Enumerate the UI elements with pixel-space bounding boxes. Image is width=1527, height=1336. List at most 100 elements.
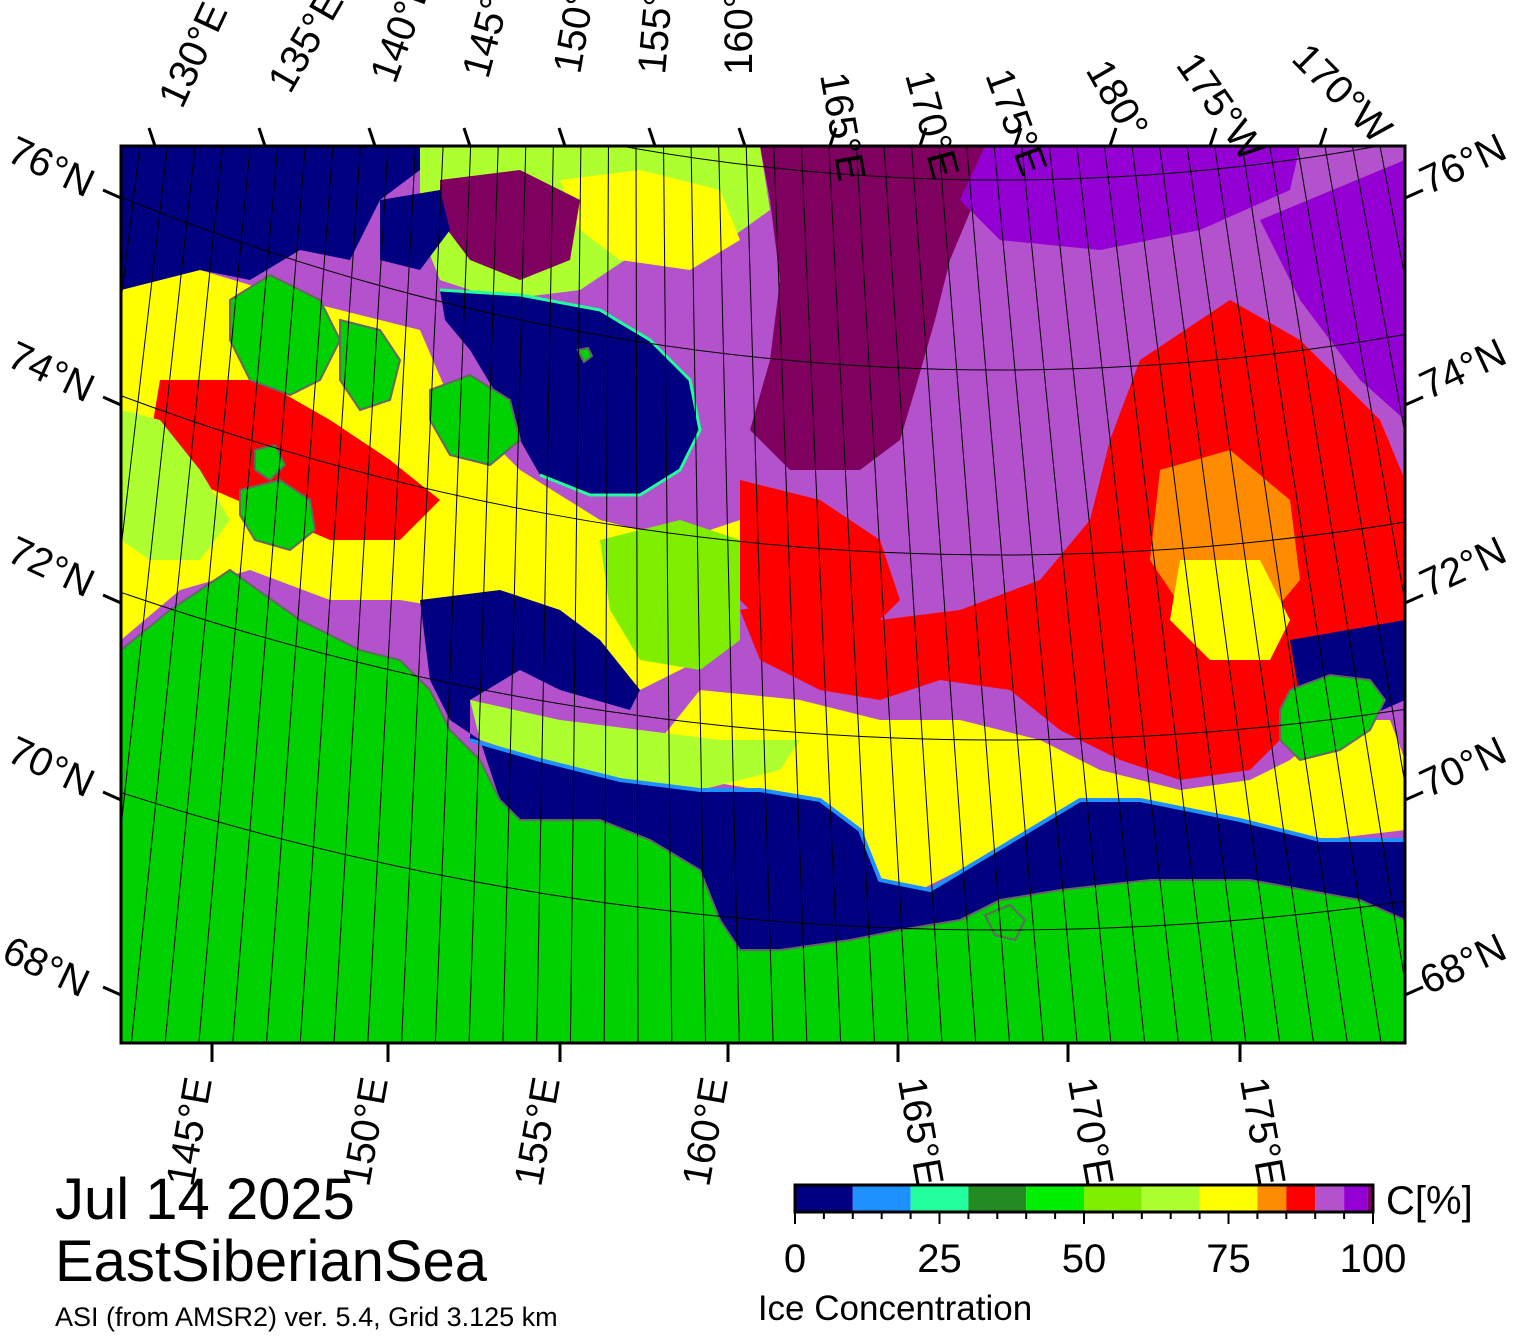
new-siberian-island-faddeyevsky bbox=[339, 318, 402, 412]
meridian-line bbox=[121, 146, 196, 833]
colorbar-bin bbox=[1141, 1185, 1200, 1212]
meridian-line bbox=[569, 146, 582, 1043]
meridian-line bbox=[635, 146, 639, 1043]
top-longitude-label: 135°E bbox=[260, 0, 353, 100]
colorbar-bin bbox=[1315, 1185, 1345, 1212]
frame-tick bbox=[102, 790, 122, 802]
new-siberian-island-new-siberia bbox=[429, 373, 522, 467]
meridian-line bbox=[603, 146, 609, 1043]
meridian-line bbox=[1296, 146, 1405, 788]
ice-concentration-colorbar: 0 25 50 75 100 bbox=[784, 1183, 1407, 1281]
meridian-line bbox=[883, 146, 943, 1043]
meridian-line bbox=[401, 146, 444, 1043]
map-region-name: EastSiberianSea bbox=[55, 1229, 488, 1294]
left-latitude-label: 70°N bbox=[1, 728, 101, 806]
frame-tick bbox=[557, 127, 567, 147]
ice-concentration-95-region bbox=[960, 146, 1300, 250]
top-longitude-label: 180° bbox=[1077, 53, 1156, 147]
colorbar-bin bbox=[910, 1185, 969, 1212]
colorbar-bin bbox=[1286, 1185, 1316, 1212]
lyakhovsky-island-small bbox=[254, 443, 287, 482]
meridian-line bbox=[1131, 146, 1247, 1043]
frame-tick bbox=[367, 127, 377, 147]
meridian-line bbox=[1186, 146, 1315, 1043]
frame-tick bbox=[257, 127, 267, 147]
frame-tick bbox=[1404, 188, 1424, 200]
right-latitude-label: 72°N bbox=[1413, 529, 1513, 607]
ice-concentration-55-nearshore bbox=[600, 520, 740, 670]
right-latitude-labels: 76°N 74°N 72°N 70°N 68°N bbox=[1413, 126, 1513, 1004]
meridian-line bbox=[367, 146, 417, 1043]
colorbar-tick-label: 25 bbox=[917, 1237, 962, 1281]
frame-tick bbox=[147, 127, 157, 147]
meridian-line bbox=[1351, 146, 1405, 437]
bottom-longitude-label: 160°E bbox=[675, 1074, 737, 1189]
open-water-northwest bbox=[121, 146, 420, 290]
meridian-line bbox=[1103, 146, 1213, 1043]
right-latitude-label: 70°N bbox=[1413, 729, 1513, 807]
ice-concentration-100-north-patch bbox=[440, 170, 580, 280]
colorbar-bin bbox=[968, 1185, 1027, 1212]
meridian-line bbox=[130, 146, 224, 1043]
colorbar-tick-label: 75 bbox=[1206, 1237, 1251, 1281]
meridian-line bbox=[1021, 146, 1112, 1043]
meridian-line bbox=[232, 146, 306, 1043]
left-latitude-label: 76°N bbox=[1, 128, 101, 206]
meridian-line bbox=[745, 146, 774, 1043]
colorbar-bin bbox=[1199, 1185, 1258, 1212]
frame-tick bbox=[1404, 790, 1424, 802]
colorbar-title: Ice Concentration bbox=[757, 1289, 1033, 1328]
frame-tick bbox=[737, 127, 747, 147]
meridian-line bbox=[993, 146, 1078, 1043]
open-water-coastal bbox=[420, 590, 1405, 950]
colorbar-bin bbox=[1367, 1185, 1373, 1212]
bottom-longitude-label: 170°E bbox=[1059, 1074, 1121, 1189]
meridian-line bbox=[468, 146, 499, 1043]
frame-tick bbox=[918, 127, 928, 147]
map-graticule bbox=[121, 146, 1405, 1043]
meridian-line bbox=[198, 146, 279, 1043]
top-longitude-label: 170°W bbox=[1284, 35, 1400, 151]
ice-concentration-85-west-band bbox=[740, 480, 900, 640]
frame-tick bbox=[1318, 127, 1328, 147]
ice-concentration-100-region bbox=[750, 146, 985, 470]
top-longitude-label: 155°E bbox=[630, 0, 683, 76]
meridian-line bbox=[121, 146, 169, 553]
colorbar-tick-label: 100 bbox=[1340, 1237, 1407, 1281]
ice-concentration-75-north-patches bbox=[560, 170, 740, 270]
left-latitude-label: 68°N bbox=[0, 928, 96, 1006]
meridian-line bbox=[690, 146, 707, 1043]
ice-concentration-65-west-patches bbox=[121, 410, 230, 560]
frame-tick bbox=[828, 127, 838, 147]
meridian-line bbox=[911, 146, 977, 1043]
meridian-line bbox=[1269, 146, 1405, 986]
bennett-island bbox=[576, 346, 594, 364]
bottom-longitude-label: 165°E bbox=[889, 1074, 951, 1189]
meridian-line bbox=[966, 146, 1044, 1043]
frame-tick bbox=[1404, 985, 1424, 997]
top-longitude-label: 150°E bbox=[546, 0, 608, 77]
lyakhovsky-island-large bbox=[239, 478, 317, 552]
frame-tick bbox=[1208, 127, 1218, 147]
ice-concentration-75-east-fringe bbox=[1170, 560, 1290, 660]
frame-tick bbox=[647, 127, 657, 147]
colorbar-unit: C[%] bbox=[1386, 1179, 1473, 1223]
meridian-line bbox=[1214, 146, 1348, 1043]
ice-concentration-75-fringe bbox=[660, 690, 1405, 890]
meridian-line bbox=[536, 146, 554, 1043]
ice-concentration-85-west-patches bbox=[150, 380, 440, 540]
meridian-line bbox=[773, 146, 808, 1043]
meridian-line bbox=[502, 146, 527, 1043]
ice-concentration-15-edge bbox=[469, 738, 1405, 893]
left-latitude-labels: 76°N 74°N 72°N 70°N 68°N bbox=[0, 128, 101, 1006]
mainland-land bbox=[121, 568, 1405, 1043]
meridian-line bbox=[434, 146, 472, 1043]
meridian-line bbox=[164, 146, 251, 1043]
right-latitude-label: 74°N bbox=[1413, 331, 1513, 409]
top-longitude-label: 145°E bbox=[454, 0, 525, 82]
frame-ticks bbox=[102, 127, 1424, 1062]
meridian-line bbox=[1241, 146, 1382, 1043]
meridian-line bbox=[855, 146, 909, 1043]
meridian-line bbox=[938, 146, 1011, 1043]
